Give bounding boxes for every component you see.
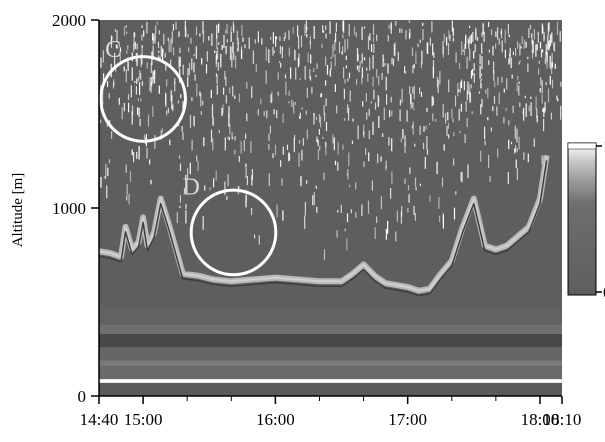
annotation-label-c: C xyxy=(105,37,121,63)
ground-band xyxy=(99,382,562,396)
y-tick-label: 1000 xyxy=(52,199,86,218)
x-tick-label: 18:00 xyxy=(521,410,560,429)
ground-band xyxy=(99,305,562,325)
layer-top-shadow xyxy=(99,160,548,297)
colorbar-gradient xyxy=(567,142,597,296)
ground-band xyxy=(99,365,562,380)
x-tick-label: 16:00 xyxy=(256,410,295,429)
y-axis: 0 1000 2000 Altitude [m] xyxy=(10,11,100,406)
layer-top-core xyxy=(99,155,548,292)
x-tick-label: 18:10 xyxy=(543,410,582,429)
annotation-circle-d xyxy=(189,188,278,277)
annotation-circle-c xyxy=(99,55,187,143)
ground-band xyxy=(99,333,562,348)
x-tick-label: 17:00 xyxy=(388,410,427,429)
colorbar: 1 0 xyxy=(567,137,605,302)
ground-band xyxy=(99,347,562,361)
near-ground-bands xyxy=(99,305,562,396)
y-tick-label: 0 xyxy=(78,387,87,406)
noise-speckle xyxy=(99,20,562,260)
ground-band xyxy=(99,360,562,366)
ground-band xyxy=(99,379,562,383)
x-tick-label: 15:00 xyxy=(124,410,163,429)
colorbar-label-top: 1 xyxy=(603,137,605,156)
y-axis-title: Altitude [m] xyxy=(10,173,26,248)
plot-area xyxy=(99,20,562,396)
x-tick-label: 14:40 xyxy=(80,410,119,429)
y-tick-label: 2000 xyxy=(52,11,86,30)
colorbar-top-swatch xyxy=(567,142,597,150)
annotation-label-d: D xyxy=(182,174,199,200)
ground-band xyxy=(99,324,562,334)
colorbar-label-bottom: 0 xyxy=(603,283,605,302)
annotations: C D xyxy=(99,37,278,277)
